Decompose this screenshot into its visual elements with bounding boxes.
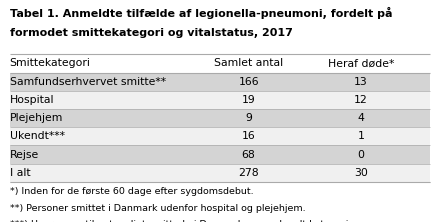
Text: 166: 166 bbox=[238, 77, 259, 87]
Text: 1: 1 bbox=[357, 131, 364, 141]
Bar bbox=[10, 109, 430, 127]
Text: 68: 68 bbox=[242, 149, 256, 160]
Text: I alt: I alt bbox=[10, 168, 30, 178]
Text: **) Personer smittet i Danmark udenfor hospital og plejehjem.: **) Personer smittet i Danmark udenfor h… bbox=[10, 204, 305, 213]
Bar bbox=[10, 145, 430, 164]
Bar bbox=[10, 91, 430, 109]
Text: Rejse: Rejse bbox=[10, 149, 39, 160]
Text: 13: 13 bbox=[354, 77, 368, 87]
Text: Plejehjem: Plejehjem bbox=[10, 113, 63, 123]
Text: Samlet antal: Samlet antal bbox=[214, 58, 283, 69]
Text: 16: 16 bbox=[242, 131, 256, 141]
Text: 278: 278 bbox=[238, 168, 259, 178]
Text: Samfundserhvervet smitte**: Samfundserhvervet smitte** bbox=[10, 77, 166, 87]
Text: Smittekategori: Smittekategori bbox=[10, 58, 91, 69]
Text: Tabel 1. Anmeldte tilfælde af legionella-pneumoni, fordelt på: Tabel 1. Anmeldte tilfælde af legionella… bbox=[10, 7, 392, 19]
Text: 9: 9 bbox=[245, 113, 252, 123]
Text: Hospital: Hospital bbox=[10, 95, 54, 105]
Text: 30: 30 bbox=[354, 168, 368, 178]
Bar bbox=[10, 164, 430, 182]
Bar bbox=[10, 127, 430, 145]
Text: 0: 0 bbox=[357, 149, 364, 160]
Text: Heraf døde*: Heraf døde* bbox=[328, 58, 394, 69]
Text: Ukendt***: Ukendt*** bbox=[10, 131, 65, 141]
Text: 12: 12 bbox=[354, 95, 368, 105]
Text: 19: 19 bbox=[242, 95, 256, 105]
Text: 4: 4 bbox=[357, 113, 364, 123]
Text: ***) Henregnes til antageligt smittede i Danmark, men ukendt kategori.: ***) Henregnes til antageligt smittede i… bbox=[10, 220, 351, 222]
Bar bbox=[10, 73, 430, 91]
Bar bbox=[10, 54, 430, 73]
Text: *) Inden for de første 60 dage efter sygdomsdebut.: *) Inden for de første 60 dage efter syg… bbox=[10, 187, 253, 196]
Text: formodet smittekategori og vitalstatus, 2017: formodet smittekategori og vitalstatus, … bbox=[10, 28, 293, 38]
